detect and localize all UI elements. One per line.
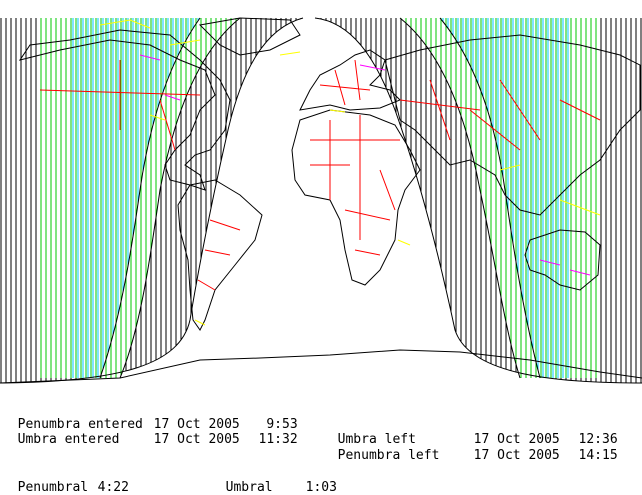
terminator-west (0, 17, 304, 384)
penumbra-hatching-west (40, 18, 237, 378)
penumbra-left-row: Penumbra left 17 Oct 2005 14:15 (322, 433, 618, 463)
umbra-entered-date: 17 Oct 2005 (153, 432, 240, 447)
boundary-moonset-umbra (439, 17, 541, 379)
other-features (139, 54, 591, 276)
visibility-boundaries (0, 17, 642, 384)
penumbra-entered-time: 9:53 (266, 417, 298, 432)
penumbral-duration-label: Penumbral (17, 480, 89, 495)
penumbra-entered-date: 17 Oct 2005 (153, 417, 240, 432)
africa-coast (291, 109, 421, 286)
boundary-moonset-penumbra (399, 17, 521, 379)
night-hatching-east (315, 18, 642, 383)
eclipse-visibility-map (0, 17, 642, 384)
penumbra-left-label: Penumbra left (337, 448, 440, 463)
umbra-left-label: Umbra left (337, 432, 416, 447)
umbra-left-date: 17 Oct 2005 (473, 432, 560, 447)
umbra-left-time: 12:36 (578, 432, 618, 447)
lakes-and-islands (99, 19, 601, 326)
south-america-coast (177, 179, 263, 331)
penumbra-entered-row: Penumbra entered 17 Oct 2005 9:53 (2, 402, 298, 432)
umbra-entered-label: Umbra entered (17, 432, 120, 447)
asia-coast (384, 34, 641, 216)
penumbral-duration-value: 4:22 (97, 480, 129, 495)
penumbra-entered-label: Penumbra entered (17, 417, 143, 432)
greenland-coast (198, 17, 301, 56)
night-hatching-west (0, 18, 302, 383)
penumbra-hatching-east (400, 18, 597, 378)
penumbra-left-date: 17 Oct 2005 (473, 448, 560, 463)
australia-coast (524, 229, 601, 291)
antarctica-coast (0, 349, 642, 384)
penumbra-left-time: 14:15 (578, 448, 618, 463)
umbra-left-row: Umbra left 17 Oct 2005 12:36 (322, 417, 618, 447)
country-borders (39, 59, 601, 291)
terminator-east (314, 17, 642, 384)
boundary-moonrise-penumbra (119, 17, 241, 379)
umbral-duration-label: Umbral (225, 480, 273, 495)
boundary-moonrise-umbra (99, 17, 201, 379)
umbral-duration-value: 1:03 (305, 480, 337, 495)
europe-coast (299, 49, 401, 111)
penumbral-duration-row: Penumbral 4:22 (2, 465, 129, 495)
umbra-entered-time: 11:32 (258, 432, 298, 447)
umbral-duration-row: Umbral 1:03 (210, 465, 337, 495)
umbra-entered-row: Umbra entered 17 Oct 2005 11:32 (2, 417, 298, 447)
